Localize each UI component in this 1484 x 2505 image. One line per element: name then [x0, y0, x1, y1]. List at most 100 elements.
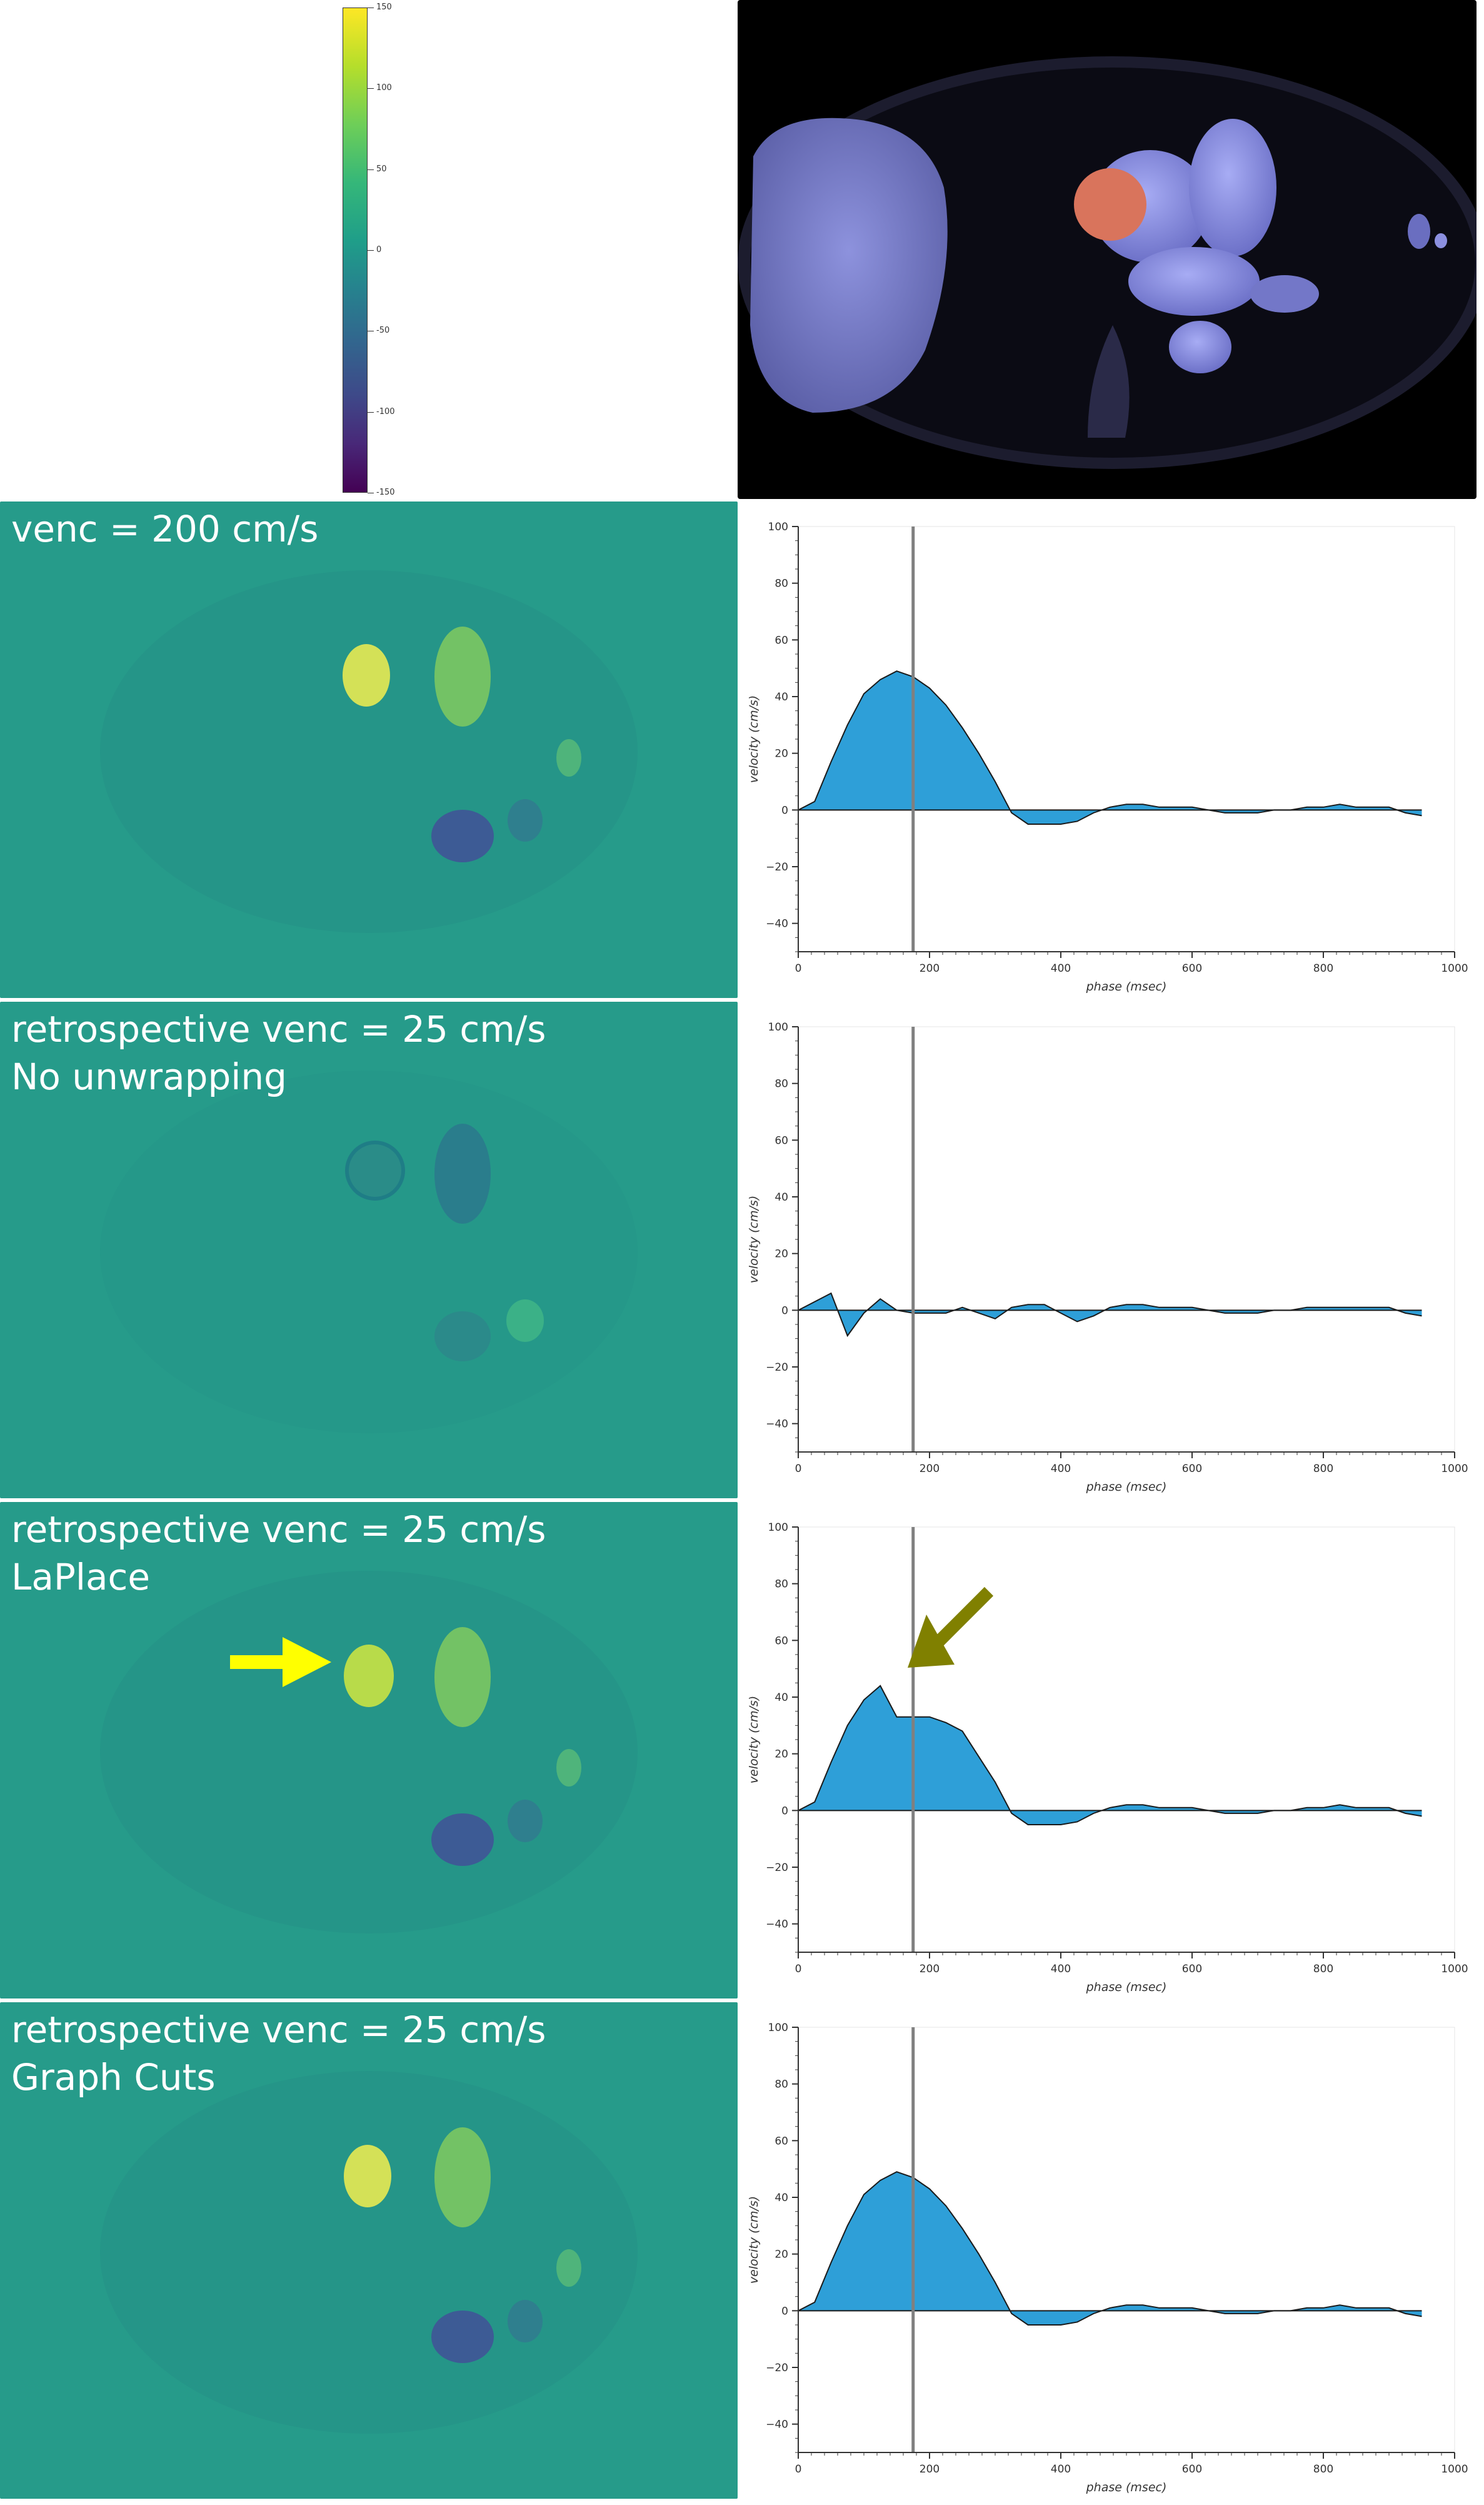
- y-tick-label: 100: [768, 1521, 788, 1534]
- y-tick-label: 40: [775, 1691, 788, 1704]
- x-tick-label: 800: [1313, 1963, 1333, 1975]
- x-tick-label: 400: [1051, 962, 1071, 975]
- x-tick-label: 1000: [1441, 1963, 1468, 1975]
- y-tick-label: 20: [775, 748, 788, 760]
- x-tick-label: 1000: [1441, 962, 1468, 975]
- x-tick-label: 0: [795, 1463, 802, 1475]
- y-tick-label: −20: [766, 861, 788, 874]
- x-tick-label: 600: [1182, 2463, 1202, 2476]
- vessel-mid: [1128, 247, 1260, 316]
- y-tick-label: 80: [775, 1078, 788, 1091]
- velocity-plot-3: 100 80 60 40 20 0 −20 −40 0 200 400 600 800 1000 phase…: [739, 1502, 1484, 2002]
- dark-vessel-region: [431, 810, 494, 862]
- x-axis-label: phase (msec): [1086, 1980, 1167, 1994]
- velocity-area: [798, 1685, 1422, 1825]
- y-axis-label: velocity (cm/s): [747, 695, 761, 783]
- panel-label: retrospective venc = 25 cm/s LaPlace: [11, 1508, 546, 1598]
- y-tick-label: 60: [775, 1134, 788, 1147]
- x-tick-label: 800: [1313, 962, 1333, 975]
- y-tick-label: 20: [775, 2249, 788, 2261]
- dark-vessel-region: [431, 1813, 494, 1866]
- velocity-plot-1: 100 80 60 40 20 0 −20 −40 0 200 400 600 800 1000 phase…: [739, 502, 1484, 1002]
- x-tick-label: 600: [1182, 1463, 1202, 1475]
- x-axis-label: phase (msec): [1086, 2481, 1167, 2494]
- y-tick-label: 60: [775, 1635, 788, 1647]
- velocity-line: [798, 670, 1422, 825]
- velocity-map-panel-1: venc = 200 cm/s: [0, 502, 738, 998]
- dark-vessel-region: [434, 1311, 491, 1361]
- colorbar-tick-label: 150: [376, 3, 392, 12]
- x-tick-label: 0: [795, 962, 802, 975]
- x-tick-label: 800: [1313, 1463, 1333, 1475]
- aorta-region: [344, 2145, 391, 2207]
- y-tick-label: 60: [775, 634, 788, 647]
- vessel-right: [1189, 119, 1276, 256]
- colorbar-tick-label: 50: [376, 164, 387, 174]
- y-tick-label: 80: [775, 1578, 788, 1591]
- vessel-region: [434, 1124, 491, 1224]
- velocity-area: [798, 671, 1422, 824]
- y-axis-label: velocity (cm/s): [747, 2196, 761, 2284]
- velocity-plot-4: 100 80 60 40 20 0 −20 −40 0 200 400 600 800 1000 phase…: [739, 2002, 1484, 2502]
- y-tick-label: 100: [768, 521, 788, 533]
- y-tick-label: 100: [768, 1021, 788, 1034]
- y-axis-label: velocity (cm/s): [747, 1696, 761, 1783]
- liver: [750, 118, 948, 413]
- x-tick-label: 400: [1051, 1963, 1071, 1975]
- vessel-region: [434, 627, 491, 727]
- x-tick-label: 0: [795, 2463, 802, 2476]
- colorbar-tick: [368, 169, 374, 170]
- velocity-map-3: [100, 1571, 638, 1933]
- y-tick-label: 0: [781, 804, 788, 817]
- y-tick-label: 0: [781, 1805, 788, 1817]
- y-tick-label: 40: [775, 1191, 788, 1204]
- x-tick-label: 1000: [1441, 2463, 1468, 2476]
- colorbar-tick-label: 0: [376, 245, 382, 255]
- x-tick-label: 800: [1313, 2463, 1333, 2476]
- aorta-region: [343, 644, 390, 707]
- y-tick-label: 20: [775, 1748, 788, 1761]
- y-tick-label: −40: [766, 1918, 788, 1931]
- colorbar-tick: [368, 250, 374, 251]
- x-tick-label: 600: [1182, 1963, 1202, 1975]
- colorbar-tick: [368, 411, 374, 413]
- vessel-region: [434, 1627, 491, 1727]
- y-tick-label: 40: [775, 2192, 788, 2204]
- y-tick-label: 40: [775, 691, 788, 703]
- y-tick-label: 80: [775, 578, 788, 590]
- x-tick-label: 600: [1182, 962, 1202, 975]
- y-tick-label: −40: [766, 2419, 788, 2431]
- colorbar-tick-label: 100: [376, 83, 392, 93]
- vessel-branch: [1250, 275, 1319, 313]
- y-tick-label: −40: [766, 1418, 788, 1431]
- vessel-region: [434, 2127, 491, 2227]
- velocity-line: [798, 1292, 1422, 1338]
- velocity-line: [798, 1685, 1422, 1825]
- dark-vessel-region: [431, 2311, 494, 2363]
- colorbar: 150 100 50 0 -50 -100 -150: [338, 3, 425, 497]
- yellow-arrow: [230, 1637, 331, 1687]
- x-tick-label: 400: [1051, 2463, 1071, 2476]
- y-tick-label: 20: [775, 1248, 788, 1261]
- colorbar-tick-label: -150: [376, 488, 395, 497]
- aorta-region: [344, 1645, 394, 1707]
- panel-label: venc = 200 cm/s: [11, 508, 319, 550]
- roi-circle: [1074, 168, 1146, 241]
- olive-arrow: [908, 1586, 994, 1668]
- x-tick-label: 200: [920, 1963, 940, 1975]
- y-tick-label: −20: [766, 1361, 788, 1374]
- colorbar-tick: [368, 88, 374, 89]
- velocity-map-panel-3: retrospective venc = 25 cm/s LaPlace: [0, 1502, 738, 1998]
- x-tick-label: 400: [1051, 1463, 1071, 1475]
- vessel-lower: [1169, 321, 1231, 373]
- colorbar-tick-label: -50: [376, 326, 390, 336]
- y-tick-label: −20: [766, 1862, 788, 1874]
- y-tick-label: −20: [766, 2362, 788, 2374]
- velocity-map-panel-4: retrospective venc = 25 cm/s Graph Cuts: [0, 2002, 738, 2499]
- olive-arrow-head: [908, 1615, 955, 1668]
- x-tick-label: 200: [920, 1463, 940, 1475]
- anatomy-image: [738, 0, 1476, 499]
- y-tick-label: 80: [775, 2079, 788, 2091]
- velocity-map-panel-2: retrospective venc = 25 cm/s No unwrappi…: [0, 1002, 738, 1498]
- y-axis-label: velocity (cm/s): [747, 1196, 761, 1283]
